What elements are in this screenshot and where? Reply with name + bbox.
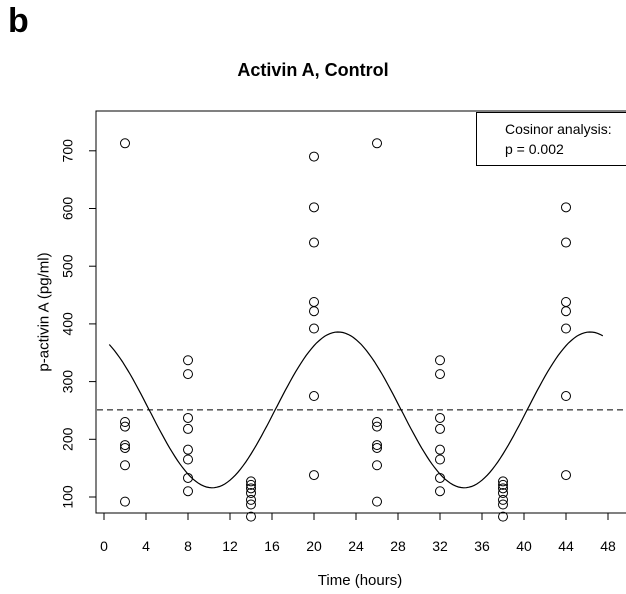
data-point [435, 472, 445, 483]
x-tick-label: 36 [474, 538, 490, 554]
data-point [183, 412, 193, 423]
data-point [372, 416, 382, 427]
y-tick-label: 400 [60, 312, 76, 336]
data-point [183, 444, 193, 455]
data-point [120, 442, 130, 453]
data-point [183, 472, 193, 483]
x-tick-label: 24 [348, 538, 364, 554]
data-point [372, 440, 382, 451]
data-point [435, 369, 445, 380]
data-point [183, 369, 193, 380]
data-point [561, 296, 571, 307]
data-point [372, 496, 382, 507]
x-tick-label: 28 [390, 538, 406, 554]
data-point [183, 355, 193, 366]
x-axis-label: Time (hours) [317, 572, 403, 589]
data-point [435, 486, 445, 497]
data-point [309, 202, 319, 213]
data-point [309, 391, 319, 402]
data-point [435, 412, 445, 423]
y-tick-label: 500 [60, 254, 76, 278]
data-point [561, 470, 571, 481]
x-tick-label: 44 [558, 538, 574, 554]
data-point [120, 421, 130, 432]
data-point [435, 355, 445, 366]
legend-line-1: Cosinor analysis: [505, 121, 612, 137]
data-point [183, 486, 193, 497]
data-point [561, 306, 571, 317]
data-point [120, 416, 130, 427]
y-tick-label: 100 [60, 485, 76, 509]
y-axis-label: p-activin A (pg/ml) [35, 252, 53, 372]
x-tick-label: 20 [306, 538, 322, 554]
data-point [309, 237, 319, 248]
x-tick-label: 16 [264, 538, 280, 554]
legend-box: Cosinor analysis: p = 0.002 [476, 112, 626, 166]
data-point [120, 440, 130, 451]
data-point [372, 138, 382, 149]
data-point [183, 454, 193, 465]
data-points [120, 138, 571, 522]
y-axis: 100 200 300 400 500 600 700 [60, 139, 97, 509]
data-point [246, 483, 256, 494]
data-point [435, 454, 445, 465]
data-point [120, 138, 130, 149]
data-point [498, 494, 508, 505]
data-point [309, 323, 319, 334]
cosinor-curve [108, 331, 604, 489]
y-tick-label: 300 [60, 370, 76, 394]
data-point [435, 444, 445, 455]
x-tick-label: 4 [142, 538, 150, 554]
data-point [246, 476, 256, 487]
panel-letter: b [8, 2, 29, 40]
data-point [309, 306, 319, 317]
data-point [246, 487, 256, 498]
data-point [498, 479, 508, 490]
data-point [183, 423, 193, 434]
data-point [120, 460, 130, 471]
data-point [372, 421, 382, 432]
y-tick-label: 700 [60, 139, 76, 163]
x-tick-label: 12 [222, 538, 238, 554]
data-point [498, 499, 508, 510]
chart-title: Activin A, Control [237, 60, 389, 80]
y-tick-label: 600 [60, 197, 76, 221]
data-point [561, 391, 571, 402]
data-point [246, 499, 256, 510]
data-point [246, 479, 256, 490]
data-point [498, 476, 508, 487]
x-tick-label: 32 [432, 538, 448, 554]
data-point [246, 494, 256, 505]
x-tick-label: 0 [100, 538, 108, 554]
data-point [372, 442, 382, 453]
x-tick-label: 8 [184, 538, 192, 554]
legend-line-2: p = 0.002 [505, 141, 564, 157]
data-point [246, 511, 256, 522]
x-tick-label: 40 [516, 538, 532, 554]
data-point [309, 296, 319, 307]
data-point [372, 460, 382, 471]
data-point [498, 511, 508, 522]
x-tick-label: 48 [600, 538, 616, 554]
data-point [561, 237, 571, 248]
data-point [498, 483, 508, 494]
data-point [498, 487, 508, 498]
y-tick-label: 200 [60, 427, 76, 451]
plot-frame [95, 110, 626, 514]
data-point [120, 496, 130, 507]
data-point [309, 470, 319, 481]
data-point [309, 151, 319, 162]
data-point [435, 423, 445, 434]
data-point [561, 202, 571, 213]
x-axis: 0 4 8 12 16 20 24 28 32 36 40 44 48 [100, 512, 616, 554]
data-point [561, 323, 571, 334]
